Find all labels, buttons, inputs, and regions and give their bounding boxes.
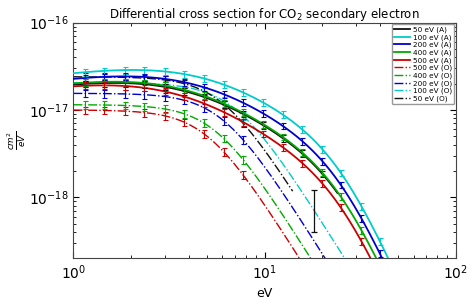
100 eV (A) [264,103,269,106]
200 eV (O) [293,211,299,215]
200 eV (A) [121,75,127,78]
400 eV (O) [234,151,240,154]
100 eV (O) [248,122,254,126]
Legend: 50 eV (A), 100 eV (A), 200 eV (A), 400 eV (A), 500 eV (A), 500 eV (O), 400 eV (O: 50 eV (A), 100 eV (A), 200 eV (A), 400 e… [392,24,455,104]
Line: 100 eV (A): 100 eV (A) [73,70,397,276]
50 eV (O) [201,89,207,93]
100 eV (A) [394,274,400,278]
400 eV (O) [216,132,222,136]
50 eV (A) [198,94,204,98]
Line: 100 eV (O): 100 eV (O) [73,83,447,306]
400 eV (A) [71,82,76,85]
400 eV (A) [251,117,257,121]
50 eV (O) [290,189,295,193]
200 eV (A) [71,77,76,81]
500 eV (A) [378,276,383,280]
500 eV (O) [228,158,233,161]
50 eV (A) [214,100,219,104]
50 eV (A) [288,142,293,146]
400 eV (O) [214,131,220,134]
500 eV (O) [198,129,203,133]
100 eV (A) [227,85,232,89]
500 eV (A) [249,125,255,129]
50 eV (A) [111,81,117,85]
400 eV (A) [112,80,118,84]
50 eV (A) [329,183,335,187]
50 eV (A) [71,83,76,86]
200 eV (A) [273,120,279,124]
500 eV (O) [71,108,76,112]
200 eV (A) [294,135,300,138]
50 eV (O) [176,80,182,84]
50 eV (O) [175,80,181,84]
500 eV (A) [273,141,279,144]
200 eV (A) [249,105,255,109]
100 eV (O) [293,181,299,185]
200 eV (O) [250,150,256,154]
400 eV (O) [250,171,256,174]
200 eV (A) [251,106,257,110]
500 eV (A) [71,84,76,88]
200 eV (A) [378,253,383,257]
Line: 400 eV (O): 400 eV (O) [73,105,375,306]
Line: 50 eV (A): 50 eV (A) [73,83,337,193]
400 eV (A) [273,131,279,134]
50 eV (O) [71,75,76,79]
50 eV (O) [189,84,195,88]
Line: 200 eV (A): 200 eV (A) [73,76,447,306]
Line: 200 eV (O): 200 eV (O) [73,93,447,306]
X-axis label: eV: eV [256,287,273,300]
Line: 400 eV (A): 400 eV (A) [73,82,447,306]
100 eV (O) [273,152,279,156]
Line: 50 eV (O): 50 eV (O) [73,77,292,191]
100 eV (A) [130,68,136,72]
500 eV (O) [196,128,201,132]
100 eV (O) [250,124,256,128]
Line: 500 eV (A): 500 eV (A) [73,85,447,306]
200 eV (O) [248,147,254,151]
400 eV (O) [318,273,324,277]
50 eV (O) [250,133,256,137]
500 eV (O) [213,142,219,146]
50 eV (A) [228,106,234,110]
100 eV (A) [336,169,342,172]
400 eV (O) [71,103,76,106]
100 eV (A) [71,71,76,75]
50 eV (A) [335,191,340,195]
500 eV (A) [294,156,300,160]
100 eV (A) [225,84,230,88]
500 eV (O) [287,241,292,245]
500 eV (A) [100,84,106,87]
500 eV (A) [251,126,257,130]
400 eV (A) [294,146,300,150]
50 eV (O) [284,181,290,185]
Title: Differential cross section for CO$_2$ secondary electron: Differential cross section for CO$_2$ se… [109,6,420,23]
100 eV (O) [71,81,76,84]
Line: 500 eV (O): 500 eV (O) [73,110,337,306]
200 eV (O) [273,181,279,185]
400 eV (A) [378,265,383,269]
200 eV (O) [71,91,76,95]
Y-axis label: $\frac{cm^2}{eV}$: $\frac{cm^2}{eV}$ [6,131,27,151]
100 eV (A) [246,93,252,97]
100 eV (A) [387,259,392,263]
400 eV (A) [249,116,255,119]
50 eV (A) [197,94,202,97]
